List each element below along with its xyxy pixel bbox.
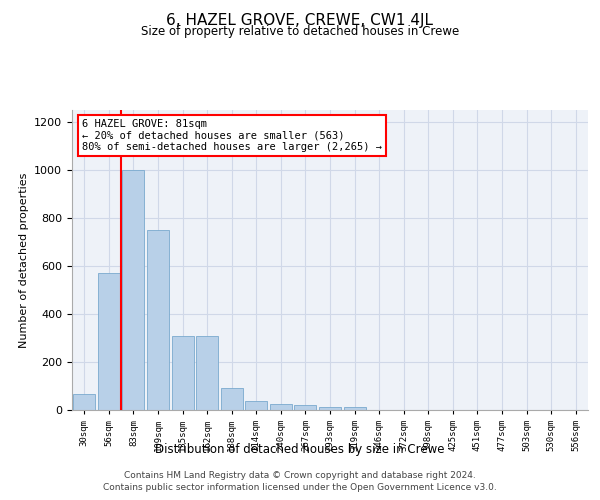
- Text: Distribution of detached houses by size in Crewe: Distribution of detached houses by size …: [155, 442, 445, 456]
- Bar: [122, 170, 145, 410]
- Text: Contains HM Land Registry data © Crown copyright and database right 2024.: Contains HM Land Registry data © Crown c…: [124, 471, 476, 480]
- Bar: [73, 394, 95, 410]
- Bar: [270, 404, 292, 410]
- Bar: [319, 407, 341, 410]
- Bar: [344, 407, 365, 410]
- Bar: [147, 230, 169, 410]
- Text: Contains public sector information licensed under the Open Government Licence v3: Contains public sector information licen…: [103, 484, 497, 492]
- Bar: [196, 336, 218, 410]
- Bar: [172, 336, 194, 410]
- Bar: [245, 401, 268, 410]
- Text: 6 HAZEL GROVE: 81sqm
← 20% of detached houses are smaller (563)
80% of semi-deta: 6 HAZEL GROVE: 81sqm ← 20% of detached h…: [82, 119, 382, 152]
- Text: Size of property relative to detached houses in Crewe: Size of property relative to detached ho…: [141, 25, 459, 38]
- Bar: [98, 273, 120, 410]
- Y-axis label: Number of detached properties: Number of detached properties: [19, 172, 29, 348]
- Bar: [295, 405, 316, 410]
- Text: 6, HAZEL GROVE, CREWE, CW1 4JL: 6, HAZEL GROVE, CREWE, CW1 4JL: [167, 12, 433, 28]
- Bar: [221, 388, 243, 410]
